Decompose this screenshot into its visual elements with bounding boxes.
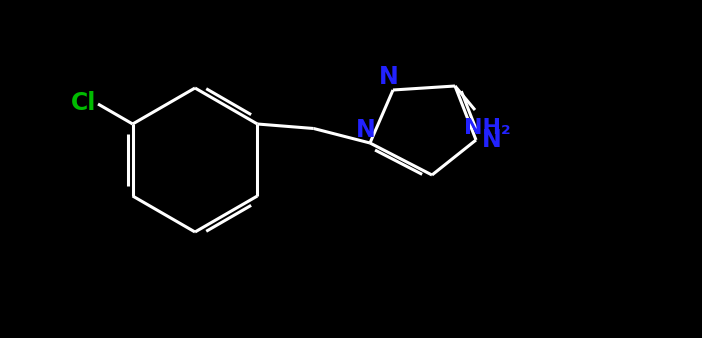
Text: NH₂: NH₂ [463,118,510,138]
Text: N: N [379,65,399,89]
Text: N: N [356,118,376,142]
Text: N: N [482,128,502,152]
Text: Cl: Cl [71,91,96,115]
